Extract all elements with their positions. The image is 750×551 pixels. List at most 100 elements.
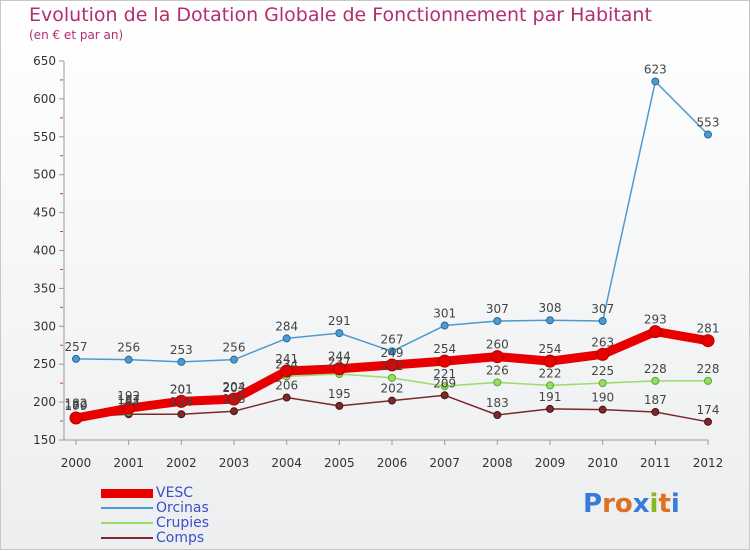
data-point-comps [335, 401, 344, 410]
data-point-vesc [596, 347, 610, 361]
logo-letter: i [649, 489, 659, 519]
legend-swatch [101, 488, 153, 498]
y-tick-label: 450 [33, 206, 56, 220]
y-tick-label: 200 [33, 395, 56, 409]
value-label-orcinas: 623 [644, 62, 667, 76]
value-label-comps: 174 [697, 403, 720, 417]
value-label-orcinas: 256 [223, 341, 246, 355]
data-point-comps [546, 404, 554, 413]
y-tick-label: 300 [33, 319, 56, 333]
data-point-vesc [438, 354, 452, 368]
y-tick-label: 600 [33, 92, 56, 106]
value-label-crupies: 234 [275, 357, 298, 371]
legend-swatch [101, 507, 153, 509]
value-label-orcinas: 308 [539, 301, 562, 315]
data-point-vesc [385, 358, 399, 372]
x-tick-label: 2004 [271, 456, 302, 470]
value-label-vesc: 204 [223, 380, 246, 394]
x-tick-label: 2011 [640, 456, 671, 470]
value-label-crupies: 226 [486, 363, 509, 377]
logo-letter: i [670, 489, 680, 519]
value-label-crupies: 237 [328, 355, 351, 369]
value-label-orcinas: 256 [117, 341, 140, 355]
data-point-orcinas [440, 321, 449, 330]
x-tick-label: 2005 [324, 456, 355, 470]
legend-swatch [101, 537, 153, 539]
value-label-vesc: 249 [381, 346, 404, 360]
data-point-comps [598, 405, 607, 414]
value-label-vesc: 179 [65, 399, 88, 413]
value-labels: 179 192 201 204 241 244 249 254 260 254 263 293 281 2… [65, 62, 720, 416]
value-label-crupies: 228 [697, 362, 720, 376]
x-tick-label: 2002 [166, 456, 197, 470]
data-point-orcinas [124, 355, 133, 364]
legend-item-crupies: Crupies [101, 515, 361, 531]
y-tick-label: 150 [33, 433, 56, 447]
value-label-orcinas: 301 [433, 307, 456, 321]
legend-label: Comps [156, 530, 205, 546]
value-label-comps: 202 [381, 382, 404, 396]
data-point-vesc [174, 394, 188, 408]
data-point-orcinas [230, 355, 238, 364]
value-label-orcinas: 553 [697, 116, 720, 130]
value-label-crupies: 182 [65, 397, 88, 411]
chart-title: Evolution de la Dotation Globale de Fonc… [29, 4, 652, 26]
data-point-comps [493, 410, 502, 419]
data-point-comps [282, 393, 291, 402]
x-tick-label: 2010 [587, 456, 618, 470]
data-point-crupies [440, 382, 449, 391]
y-tick-label: 550 [33, 130, 56, 144]
value-label-vesc: 260 [486, 338, 509, 352]
x-tick-label: 2001 [113, 456, 144, 470]
value-label-comps: 180 [65, 398, 88, 412]
data-point-vesc [648, 325, 662, 339]
data-point-vesc [332, 362, 346, 376]
value-label-comps: 195 [328, 387, 351, 401]
legend-swatch [101, 522, 153, 524]
data-point-orcinas [493, 316, 502, 325]
data-point-orcinas [282, 334, 291, 343]
data-point-vesc [543, 354, 557, 368]
value-label-comps: 209 [433, 376, 456, 390]
data-point-vesc [280, 364, 294, 378]
value-label-orcinas: 307 [486, 302, 509, 316]
value-label-crupies: 225 [591, 364, 614, 378]
value-label-crupies: 232 [381, 359, 404, 373]
y-tick-label: 650 [33, 54, 56, 68]
data-point-orcinas [177, 357, 186, 366]
value-label-orcinas: 267 [381, 332, 404, 346]
value-label-crupies: 222 [539, 366, 562, 380]
value-label-crupies: 228 [644, 362, 667, 376]
value-label-comps: 184 [117, 395, 140, 409]
value-label-comps: 184 [170, 395, 193, 409]
data-point-orcinas [546, 316, 554, 325]
logo-letter: o [614, 489, 633, 519]
legend-label: Crupies [156, 515, 210, 531]
data-point-comps [177, 410, 186, 419]
data-point-comps [651, 407, 660, 416]
legend-item-vesc: VESC [101, 485, 361, 501]
series-points [69, 77, 715, 426]
data-point-vesc [701, 334, 715, 348]
legend-item-comps: Comps [101, 530, 361, 546]
value-label-comps: 183 [486, 396, 509, 410]
data-point-orcinas [651, 77, 660, 86]
series-line-orcinas [75, 80, 709, 363]
value-label-vesc: 192 [117, 389, 140, 403]
chart-subtitle: (en € et par an) [29, 28, 124, 42]
x-tick-label: 2003 [219, 456, 250, 470]
x-tick-label: 2006 [377, 456, 408, 470]
value-label-vesc: 293 [644, 313, 667, 327]
logo-letter: P [583, 489, 603, 519]
data-point-vesc [69, 411, 83, 425]
data-point-crupies [546, 381, 554, 390]
data-point-comps [704, 417, 712, 426]
data-point-crupies [704, 376, 712, 385]
value-label-vesc: 263 [591, 335, 614, 349]
data-point-crupies [598, 379, 607, 388]
value-label-vesc: 201 [170, 382, 193, 396]
x-tick-label: 2000 [61, 456, 92, 470]
y-tick-label: 400 [33, 244, 56, 258]
